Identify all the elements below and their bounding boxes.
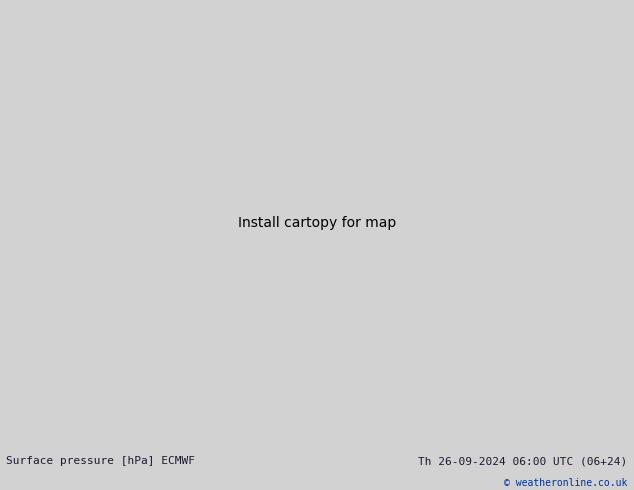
Text: © weatheronline.co.uk: © weatheronline.co.uk [504, 478, 628, 489]
Text: Surface pressure [hPa] ECMWF: Surface pressure [hPa] ECMWF [6, 456, 195, 466]
Text: Install cartopy for map: Install cartopy for map [238, 216, 396, 230]
Text: Th 26-09-2024 06:00 UTC (06+24): Th 26-09-2024 06:00 UTC (06+24) [418, 456, 628, 466]
